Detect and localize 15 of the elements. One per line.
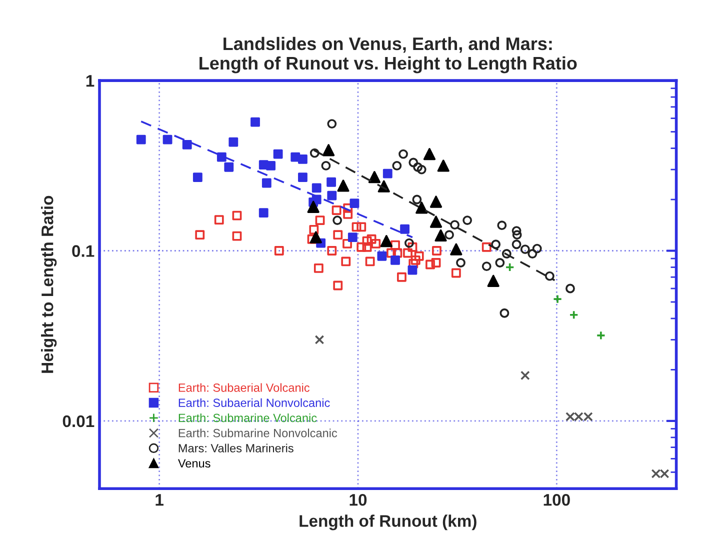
legend-label: Earth: Subaerial Volcanic: [178, 383, 310, 392]
x-tick-label: 10: [350, 494, 367, 506]
y-tick-label: 0.1: [72, 245, 94, 257]
x-tick-label: 1: [156, 494, 164, 506]
x-axis-title: Length of Runout (km): [300, 514, 476, 530]
legend-label: Venus: [178, 459, 210, 468]
y-axis-title: Height to Length Ratio: [41, 196, 57, 373]
legend-label: Earth: Submarine Volcanic: [178, 413, 317, 422]
chart-title: Landslides on Venus, Earth, and Mars: Length of Runout vs. Height to Length Ratio: [200, 36, 577, 74]
legend-label: Earth: Submarine Nonvolcanic: [178, 428, 338, 438]
legend-label: Mars: Valles Marineris: [178, 444, 294, 452]
legend-label: Earth: Subaerial Nonvolcanic: [178, 398, 330, 407]
y-tick-label: 1: [86, 75, 94, 87]
y-tick-label: 0.01: [62, 415, 94, 428]
x-tick-label: 100: [544, 494, 570, 506]
